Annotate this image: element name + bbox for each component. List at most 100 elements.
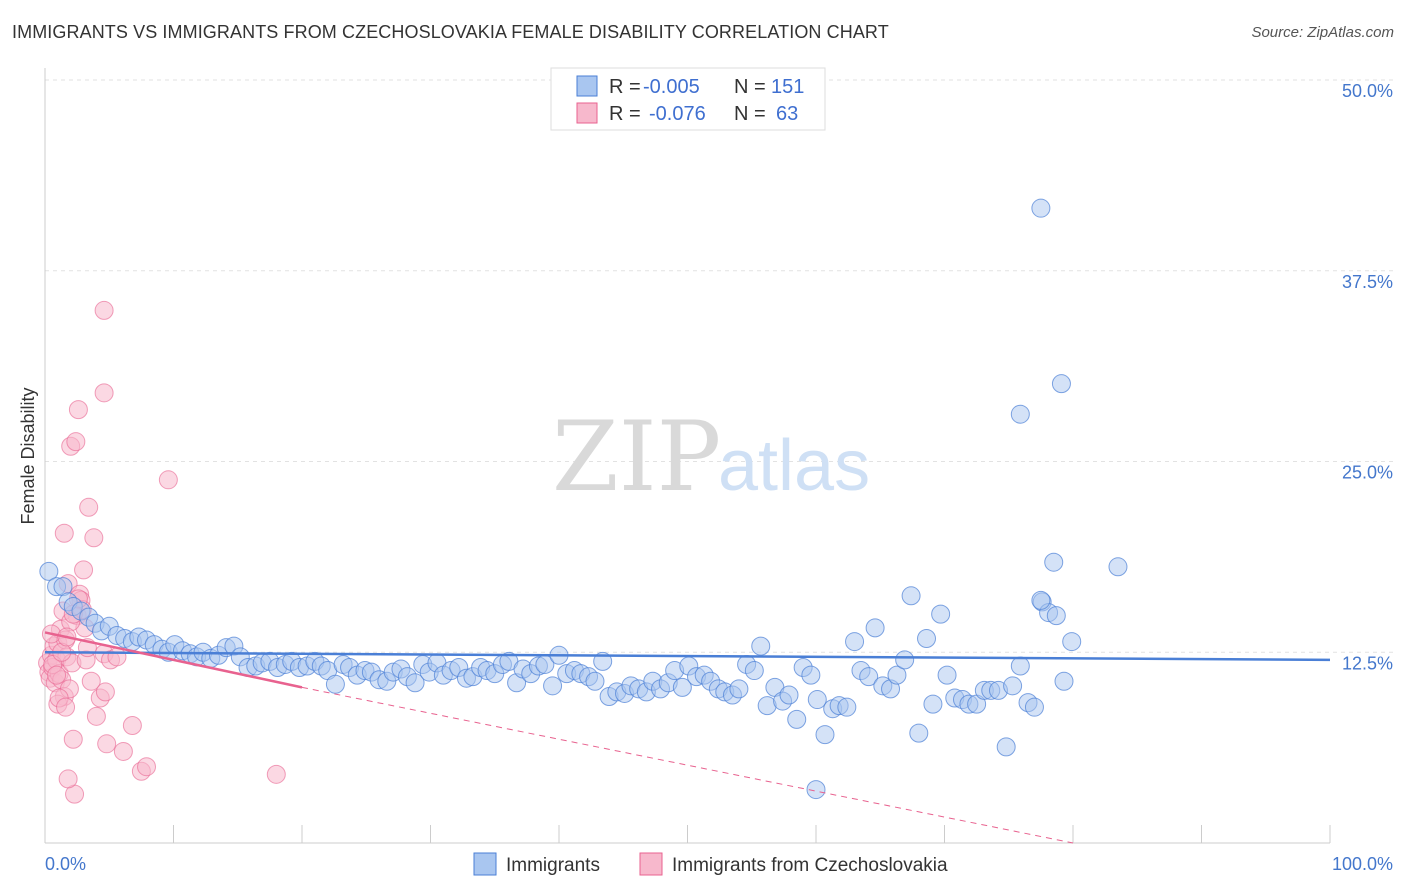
legend-swatch-pink <box>576 102 598 124</box>
point-immigrants-115 <box>865 618 885 638</box>
trend-lines <box>44 631 1331 844</box>
source-label: Source: ZipAtlas.com <box>1251 24 1394 41</box>
point-czechoslovakia-49 <box>54 523 74 543</box>
legend-n-label-1: N = <box>734 76 766 98</box>
grid-lines <box>45 79 1393 653</box>
point-immigrants-149 <box>1108 557 1128 577</box>
bottom-legend: Immigrants Immigrants from Czechoslovaki… <box>473 852 948 876</box>
point-czechoslovakia-42 <box>107 647 127 667</box>
point-immigrants-135 <box>1010 656 1030 676</box>
point-immigrants-99 <box>751 636 771 656</box>
point-immigrants-107 <box>807 690 827 710</box>
point-immigrants-124 <box>931 604 951 624</box>
point-czechoslovakia-57 <box>47 665 67 685</box>
point-immigrants-142 <box>1062 632 1082 652</box>
point-czechoslovakia-48 <box>266 764 286 784</box>
bottom-legend-label-immigrants: Immigrants <box>506 855 600 876</box>
stats-legend: R = -0.005 N = 151 R = -0.076 N = 63 <box>550 67 826 131</box>
point-czechoslovakia-32 <box>81 671 101 691</box>
point-immigrants-120 <box>901 586 921 606</box>
legend-r-value-1: -0.005 <box>643 76 700 98</box>
point-czechoslovakia-46 <box>137 757 157 777</box>
point-immigrants-108 <box>815 725 835 745</box>
chart-title: IMMIGRANTS VS IMMIGRANTS FROM CZECHOSLOV… <box>12 22 889 42</box>
point-immigrants-148 <box>1044 552 1064 572</box>
point-czechoslovakia-38 <box>94 300 114 320</box>
watermark-atlas: atlas <box>718 426 870 506</box>
watermark: ZIP atlas <box>552 401 870 513</box>
point-immigrants-143 <box>1031 590 1051 610</box>
point-immigrants-51 <box>405 673 425 693</box>
point-immigrants-146 <box>1031 198 1051 218</box>
point-czechoslovakia-44 <box>122 715 142 735</box>
point-czechoslovakia-40 <box>97 734 117 754</box>
point-immigrants-112 <box>845 632 865 652</box>
point-czechoslovakia-31 <box>79 497 99 517</box>
axes <box>44 68 1331 844</box>
point-immigrants-122 <box>917 629 937 649</box>
bottom-legend-swatch-czechoslovakia <box>639 852 663 876</box>
point-immigrants-106 <box>801 665 821 685</box>
point-czechoslovakia-34 <box>86 706 106 726</box>
point-czechoslovakia-33 <box>84 528 104 548</box>
point-immigrants-0 <box>39 561 59 581</box>
point-immigrants-77 <box>593 651 613 671</box>
point-czechoslovakia-39 <box>95 682 115 702</box>
legend-swatch-blue <box>576 75 598 97</box>
legend-n-label-2: N = <box>734 103 766 125</box>
point-czechoslovakia-20 <box>63 729 83 749</box>
point-immigrants-145 <box>1010 404 1030 424</box>
point-immigrants-104 <box>787 709 807 729</box>
x-tick-label-0: 0.0% <box>45 854 86 874</box>
x-tick-labels: 0.0% 100.0% <box>45 854 1393 874</box>
point-czechoslovakia-47 <box>158 470 178 490</box>
point-czechoslovakia-54 <box>56 697 76 717</box>
point-immigrants-144 <box>806 780 826 800</box>
point-czechoslovakia-43 <box>113 741 133 761</box>
point-immigrants-134 <box>1003 676 1023 696</box>
point-immigrants-88 <box>672 677 692 697</box>
point-immigrants-121 <box>909 723 929 743</box>
point-immigrants-98 <box>744 661 764 681</box>
point-immigrants-103 <box>779 685 799 705</box>
trend-line-czechoslovakia <box>44 631 303 689</box>
series-czechoslovakia-points <box>38 300 286 804</box>
legend-n-value-1: 151 <box>771 76 804 98</box>
point-immigrants-140 <box>1046 606 1066 626</box>
bottom-legend-swatch-immigrants <box>473 852 497 876</box>
point-immigrants-141 <box>1054 671 1074 691</box>
point-czechoslovakia-52 <box>58 769 78 789</box>
x-tick-label-1: 100.0% <box>1332 854 1393 874</box>
point-immigrants-111 <box>837 697 857 717</box>
point-immigrants-114 <box>859 667 879 687</box>
legend-r-label-1: R = <box>609 76 641 98</box>
point-czechoslovakia-37 <box>94 383 114 403</box>
y-axis-label: Female Disability <box>18 387 38 524</box>
point-immigrants-70 <box>543 676 563 696</box>
point-immigrants-123 <box>923 694 943 714</box>
point-immigrants-133 <box>996 737 1016 757</box>
point-immigrants-125 <box>937 665 957 685</box>
trend-line-czechoslovakia-extension <box>301 686 1074 844</box>
point-immigrants-137 <box>1024 697 1044 717</box>
y-tick-label-0: 12.5% <box>1342 653 1393 673</box>
point-immigrants-40 <box>325 674 345 694</box>
point-czechoslovakia-24 <box>68 400 88 420</box>
trend-line-immigrants <box>44 651 1331 662</box>
point-immigrants-96 <box>729 679 749 699</box>
point-immigrants-76 <box>585 671 605 691</box>
watermark-zip: ZIP <box>552 401 721 513</box>
point-czechoslovakia-22 <box>66 432 86 452</box>
point-czechoslovakia-28 <box>74 560 94 580</box>
y-tick-labels: 12.5% 25.0% 37.5% 50.0% <box>1342 81 1393 673</box>
y-tick-label-3: 50.0% <box>1342 81 1393 101</box>
y-tick-label-2: 37.5% <box>1342 272 1393 292</box>
point-immigrants-119 <box>895 650 915 670</box>
point-immigrants-147 <box>1051 374 1071 394</box>
bottom-legend-label-czechoslovakia: Immigrants from Czechoslovakia <box>672 855 948 876</box>
y-tick-label-1: 25.0% <box>1342 463 1393 483</box>
point-immigrants-118 <box>887 665 907 685</box>
legend-r-value-2: -0.076 <box>649 103 706 125</box>
legend-r-label-2: R = <box>609 103 641 125</box>
